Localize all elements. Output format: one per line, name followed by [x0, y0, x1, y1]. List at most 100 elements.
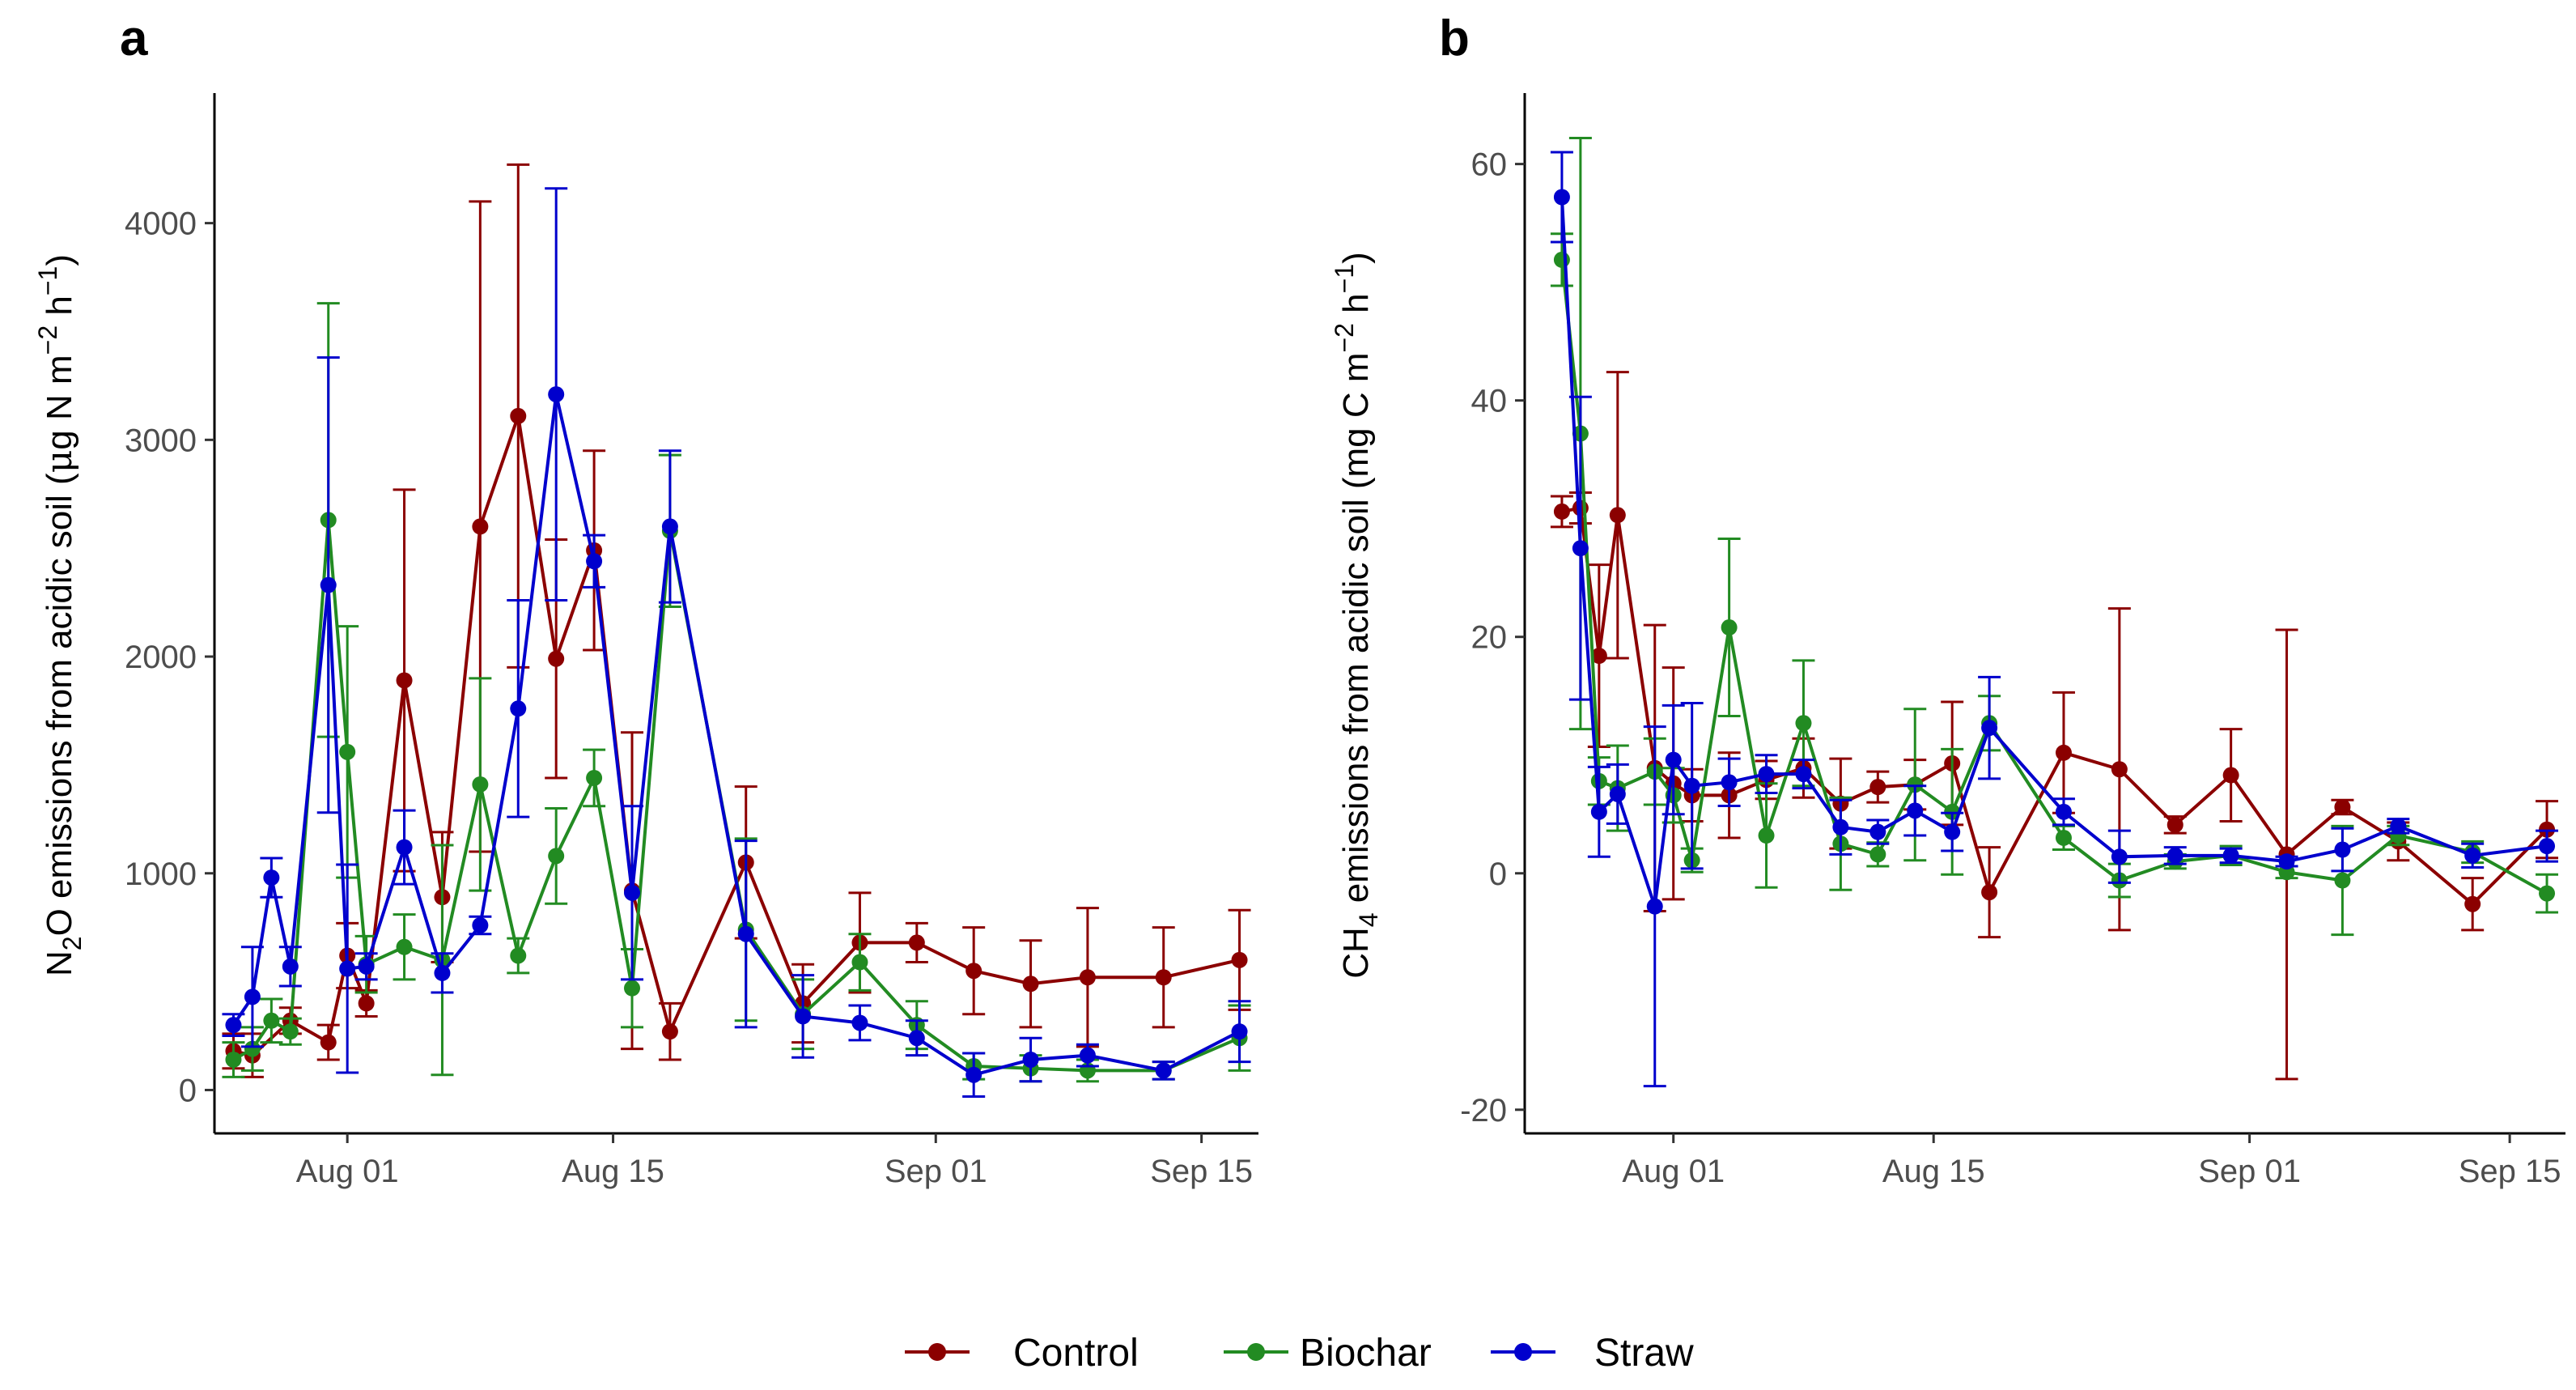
panel-a-point-straw-23	[1231, 1023, 1248, 1040]
panel-b-point-control-3	[1609, 507, 1626, 524]
panel-b-ylabel-subscript: 4	[1354, 912, 1383, 927]
panel-b-x-tick-label-3: Sep 15	[2459, 1154, 2561, 1189]
legend-key-point-biochar	[1247, 1343, 1265, 1361]
panel-a-point-straw-15	[737, 925, 754, 942]
panel-b-point-biochar-23	[2539, 885, 2556, 902]
panel-b-point-straw-9	[1795, 766, 1812, 783]
panel-b-point-straw-12	[1907, 802, 1924, 819]
panel-a-y-tick-label-2: 2000	[125, 640, 197, 675]
panel-a-y-tick-label-3: 3000	[125, 423, 197, 458]
legend-label-control: Control	[1013, 1332, 1139, 1375]
panel-b-x-tick-label-2: Sep 01	[2198, 1154, 2301, 1189]
panel-a-ylabel-part-3: g N m	[40, 355, 79, 449]
panel-b-point-straw-11	[1869, 823, 1886, 840]
panel-a-y-ticks: 0 1000 2000 3000 4000	[125, 206, 214, 1108]
panel-a: a 0 1000 2000 3000 4000 Aug 01 Aug 15 Sep 01 Se…	[33, 11, 1258, 1189]
panel-b-point-biochar-9	[1795, 715, 1812, 732]
panel-b-y-tick-label-3: 40	[1471, 384, 1508, 419]
legend-label-straw: Straw	[1594, 1332, 1694, 1375]
panel-a-point-straw-14	[661, 518, 678, 535]
panel-a-x-ticks: Aug 01 Aug 15 Sep 01 Sep 15	[296, 1133, 1253, 1189]
panel-b-point-control-11	[1869, 779, 1886, 796]
panel-a-point-biochar-3	[282, 1023, 299, 1040]
panel-a-point-biochar-7	[396, 938, 413, 955]
panel-a-series-straw	[222, 187, 1251, 1098]
panel-b-ylabel-part-1: CH	[1336, 927, 1376, 979]
panel-b-point-straw-14	[1981, 720, 1998, 737]
panel-b-point-straw-3	[1609, 785, 1626, 802]
panel-b-point-straw-21	[2390, 818, 2407, 835]
panel-a-point-straw-8	[434, 964, 451, 981]
panel-b-point-straw-18	[2222, 847, 2239, 864]
panel-a-point-control-19	[1022, 976, 1039, 993]
panel-b-point-control-18	[2222, 767, 2239, 784]
panel-a-point-control-13	[661, 1023, 678, 1040]
panel-a-y-tick-label-1: 1000	[125, 857, 197, 892]
panel-a-point-biochar-9	[472, 776, 489, 793]
panel-a-ylabel-part-1: N	[40, 950, 79, 976]
panel-a-point-straw-9	[472, 917, 489, 933]
legend: Control Biochar Straw	[905, 1332, 1694, 1375]
panel-a-point-biochar-2	[263, 1012, 280, 1029]
panel-b-point-control-2	[1590, 648, 1607, 665]
panel-a-ylabel-subscript: 2	[57, 936, 87, 950]
panel-b-ylabel-superscript-1: −2	[1330, 323, 1359, 352]
panel-b-y-tick-label-4: 60	[1471, 147, 1508, 183]
panel-a-point-control-6	[396, 672, 413, 689]
panel-a-ylabel-superscript-1: −2	[33, 325, 62, 355]
panel-a-point-control-17	[908, 934, 925, 951]
panel-b-y-tick-label-1: 0	[1489, 857, 1507, 892]
panel-a-point-straw-4	[320, 576, 337, 593]
panel-a-point-biochar-12	[586, 769, 603, 786]
panel-b-point-biochar-20	[2334, 872, 2351, 889]
panel-b-point-control-17	[2166, 816, 2183, 833]
panel-a-point-control-3	[320, 1034, 337, 1051]
panel-b-point-straw-16	[2111, 848, 2128, 865]
panel-b-y-axis-title: CH4 emissions from acidic soil (mg C m−2…	[1330, 252, 1383, 979]
panel-b-point-biochar-11	[1869, 846, 1886, 863]
panel-b-point-straw-8	[1758, 766, 1775, 783]
panel-b-ylabel-part-2: emissions from acidic soil (mg C m	[1336, 353, 1376, 913]
panel-b-point-straw-6	[1683, 777, 1700, 794]
panel-b-point-straw-17	[2166, 847, 2183, 864]
panel-a-point-biochar-0	[225, 1051, 242, 1068]
panel-b-point-straw-15	[2055, 803, 2072, 820]
legend-label-biochar: Biochar	[1300, 1332, 1432, 1375]
panel-b-ylabel-superscript-2: −1	[1330, 264, 1359, 293]
panel-a-plot-area	[222, 163, 1251, 1098]
panel-b-point-straw-13	[1944, 823, 1961, 840]
panel-a-point-control-9	[510, 407, 527, 424]
panel-a-point-straw-12	[586, 553, 603, 570]
panel-a-ylabel-part-4: h	[40, 295, 79, 325]
panel-b-point-biochar-0	[1553, 251, 1570, 268]
panel-a-point-straw-22	[1155, 1062, 1172, 1079]
panel-a-label: a	[120, 11, 148, 66]
panel-a-point-straw-6	[358, 958, 375, 975]
panel-a-point-straw-16	[795, 1008, 812, 1025]
panel-a-x-tick-label-0: Aug 01	[296, 1154, 399, 1189]
panel-b-plot-area	[1550, 136, 2559, 1088]
panel-a-point-straw-3	[282, 958, 299, 975]
panel-b-x-tick-label-1: Aug 15	[1882, 1154, 1985, 1189]
panel-b-point-straw-0	[1553, 189, 1570, 206]
panel-b-point-straw-20	[2334, 841, 2351, 858]
legend-item-biochar: Biochar	[1224, 1332, 1432, 1375]
panel-a-point-biochar-10	[510, 947, 527, 964]
panel-b-x-tick-label-0: Aug 01	[1622, 1154, 1725, 1189]
panel-a-ylabel-superscript-2: −1	[33, 266, 62, 295]
panel-b-y-tick-label-0: -20	[1460, 1093, 1507, 1129]
panel-b-point-straw-4	[1646, 898, 1663, 915]
panel-a-point-biochar-17	[851, 954, 868, 971]
panel-a-point-straw-21	[1079, 1047, 1096, 1064]
panel-a-point-biochar-1	[244, 1040, 261, 1057]
panel-a-point-control-18	[965, 963, 982, 980]
panel-b-point-straw-23	[2539, 838, 2556, 855]
panel-a-point-straw-18	[908, 1030, 925, 1047]
panel-a-line-biochar	[232, 520, 1241, 1073]
panel-a-point-control-21	[1155, 969, 1172, 986]
panel-b-point-biochar-7	[1721, 619, 1738, 636]
panel-a-point-control-5	[358, 995, 375, 1012]
panel-b-label: b	[1439, 11, 1470, 66]
panel-a-ylabel-part-2: O emissions from acidic soil (	[40, 473, 79, 936]
panel-b-line-straw	[1560, 197, 2548, 908]
